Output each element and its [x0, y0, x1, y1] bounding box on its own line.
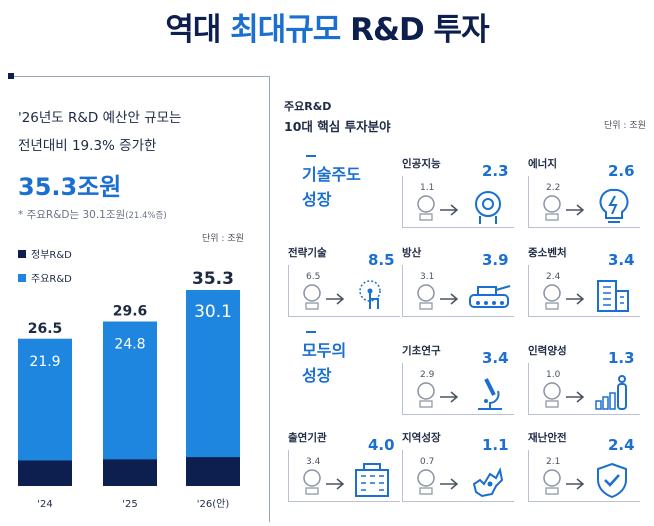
note: * 주요R&D는 30.1조원(21.4%증) [18, 209, 167, 221]
field-prev-value-7: 3.4 [306, 457, 321, 467]
legend-label-total: 정부R&D [31, 250, 72, 261]
field-name-9: 재난안전 [528, 432, 567, 444]
field-card-8 [402, 450, 514, 502]
microscope-icon [417, 378, 502, 410]
lightbulb-icon [543, 188, 629, 223]
field-prev-value-0: 1.1 [420, 183, 435, 193]
field-prev-value-2: 6.5 [306, 272, 321, 282]
label-major-0: 21.9 [29, 354, 60, 370]
legend-label-major: 주요R&D [31, 274, 72, 285]
label-major-2: 30.1 [194, 302, 232, 322]
x-tick-0: '24 [37, 499, 52, 510]
section-1-dash [306, 155, 316, 157]
field-cur-value-8: 1.1 [482, 436, 509, 454]
field-card-2 [288, 265, 400, 317]
field-card-6 [528, 363, 640, 415]
field-name-6: 인력양성 [528, 345, 567, 357]
bar-major-0 [18, 338, 72, 461]
field-cur-value-0: 2.3 [482, 162, 509, 180]
intro-line-2: 전년대비 19.3% 증가한 [18, 138, 157, 154]
tech-touch-icon [303, 280, 381, 310]
field-cur-value-1: 2.6 [608, 162, 635, 180]
field-card-0 [402, 176, 514, 228]
bar-major-2 [186, 290, 240, 458]
field-card-9 [528, 450, 640, 502]
field-card-1 [528, 176, 640, 228]
right-unit: 단위 : 조원 [604, 121, 646, 131]
bar-major-1 [103, 321, 157, 460]
intro-line-1: '26년도 R&D 예산안 규모는 [18, 110, 182, 126]
field-cur-value-6: 1.3 [608, 349, 635, 367]
field-name-5: 기초연구 [402, 345, 441, 357]
institute-icon [303, 463, 389, 497]
field-name-2: 전략기술 [288, 247, 327, 259]
ai-head-icon [417, 191, 501, 224]
field-prev-value-9: 2.1 [546, 457, 561, 467]
left-unit: 단위 : 조원 [202, 234, 244, 244]
section-2-title: 모두의 성장 [302, 341, 347, 385]
label-total-0: 26.5 [28, 321, 63, 337]
person-growth-icon [543, 375, 627, 410]
page-title: 역대 최대규모 R&D 투자 [165, 12, 489, 48]
tank-icon [417, 284, 511, 310]
field-prev-value-5: 2.9 [420, 370, 435, 380]
field-card-4 [528, 265, 640, 317]
shield-check-icon [543, 462, 627, 499]
field-prev-value-6: 1.0 [546, 370, 561, 380]
field-cur-value-2: 8.5 [368, 251, 395, 269]
label-major-1: 24.8 [114, 337, 145, 353]
field-prev-value-1: 2.2 [546, 183, 561, 193]
field-cur-value-7: 4.0 [368, 436, 395, 454]
field-cur-value-5: 3.4 [482, 349, 509, 367]
field-name-7: 출연기관 [288, 432, 327, 444]
field-prev-value-8: 0.7 [420, 457, 435, 467]
legend-swatch-total [18, 249, 26, 258]
left-panel [8, 76, 270, 522]
field-card-3 [402, 265, 514, 317]
panel-marker [8, 73, 14, 79]
field-name-0: 인공지능 [402, 158, 441, 170]
section-2-dash [306, 331, 316, 333]
field-card-5 [402, 363, 514, 415]
legend-swatch-major [18, 273, 26, 282]
legend-item-major: 주요R&D [18, 270, 72, 285]
field-card-7 [288, 450, 400, 502]
field-cur-value-3: 3.9 [482, 251, 509, 269]
field-cur-value-4: 3.4 [608, 251, 635, 269]
x-tick-2: '26(안) [197, 498, 230, 510]
label-total-1: 29.6 [113, 304, 148, 320]
field-name-4: 중소벤처 [528, 247, 567, 259]
section-1-title: 기술주도 성장 [302, 165, 361, 209]
field-name-3: 방산 [402, 247, 422, 259]
x-tick-1: '25 [122, 499, 137, 510]
label-total-2: 35.3 [192, 269, 234, 289]
right-header-2: 10대 핵심 투자분야 [284, 119, 391, 134]
field-prev-value-4: 2.4 [546, 272, 561, 282]
legend-item-total: 정부R&D [18, 246, 72, 261]
field-cur-value-9: 2.4 [608, 436, 635, 454]
field-name-1: 에너지 [528, 158, 557, 170]
building-icon [543, 280, 629, 312]
field-name-8: 지역성장 [402, 432, 441, 444]
field-prev-value-3: 3.1 [420, 272, 435, 282]
total-budget: 35.3조원 [18, 173, 122, 201]
region-map-icon [417, 466, 504, 498]
right-header-1: 주요R&D [284, 100, 332, 113]
